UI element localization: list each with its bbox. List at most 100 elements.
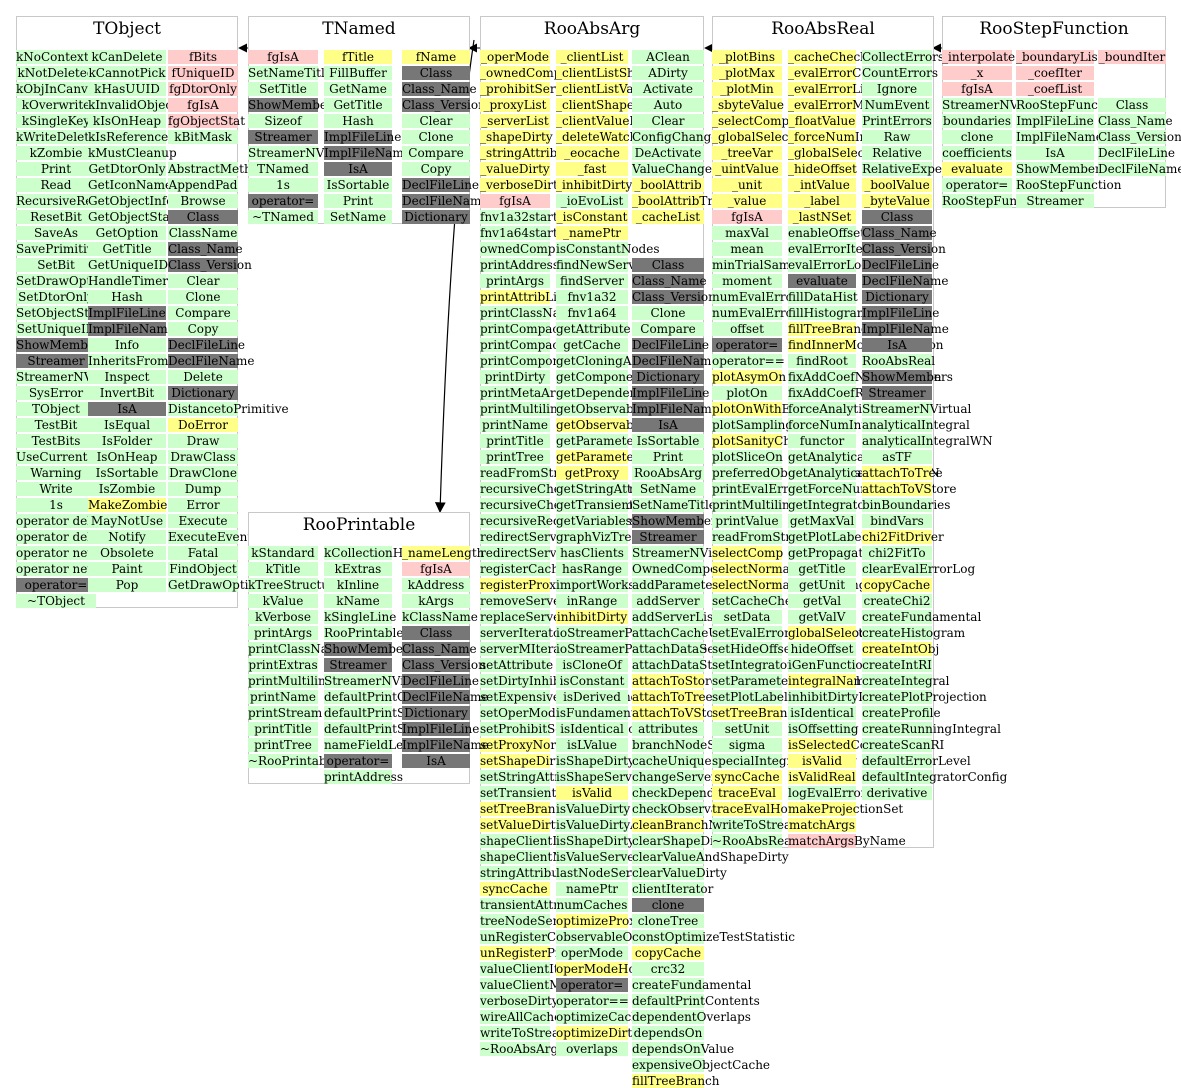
member-rooabsreal-0-43[interactable]: sigma — [712, 738, 782, 752]
member-rooabsarg-2-56[interactable]: copyCache — [632, 946, 704, 960]
member-tnamed-2-7[interactable]: Copy — [402, 162, 470, 176]
member-tobject-2-20[interactable]: Delete — [168, 370, 238, 384]
member-rooabsreal-0-33[interactable]: selectNormalizationRange — [712, 578, 873, 592]
member-rooabsreal-2-40[interactable]: createPlotProjection — [862, 690, 987, 704]
member-rooabsarg-1-18[interactable]: getCache — [556, 338, 628, 352]
member-rooabsreal-1-13[interactable]: evalErrorLoggingMode — [788, 258, 930, 272]
member-tnamed-2-6[interactable]: Compare — [402, 146, 470, 160]
member-rooabsarg-0-6[interactable]: _stringAttrib — [480, 146, 558, 160]
member-rooabsarg-0-43[interactable]: setProxyNormSet — [480, 738, 588, 752]
member-rooabsarg-2-19[interactable]: DeclFileName — [632, 354, 719, 368]
member-roostepfunction-2-6[interactable]: DeclFileLine — [1098, 146, 1176, 160]
member-tobject-2-9[interactable]: Browse — [168, 194, 238, 208]
member-rooabsreal-1-43[interactable]: isSelectedComp — [788, 738, 887, 752]
member-rooabsarg-0-5[interactable]: _shapeDirty — [480, 130, 553, 144]
member-rooabsarg-1-37[interactable]: ioStreamerPass2Finalize — [556, 642, 707, 656]
member-rooabsarg-0-42[interactable]: setProhibitServerRedirect — [480, 722, 640, 736]
member-roostepfunction-1-6[interactable]: IsA — [1016, 146, 1094, 160]
member-rooabsarg-1-61[interactable]: optimizeDirtyHook — [556, 1026, 672, 1040]
member-rooabsarg-0-36[interactable]: serverIterator — [480, 626, 566, 640]
member-rooabsreal-0-45[interactable]: syncCache — [712, 770, 782, 784]
member-tobject-1-4[interactable]: kIsOnHeap — [88, 114, 166, 128]
member-rooabsarg-2-52[interactable]: clientIterator — [632, 882, 714, 896]
member-rooabsreal-0-17[interactable]: offset — [712, 322, 782, 336]
member-tobject-1-14[interactable]: HandleTimer — [88, 274, 169, 288]
member-rooprintable-2-4[interactable]: kClassName — [402, 610, 478, 624]
member-tobject-2-5[interactable]: kBitMask — [168, 130, 238, 144]
member-rooabsarg-0-33[interactable]: registerProxy — [480, 578, 563, 592]
member-rooabsreal-0-6[interactable]: _treeVar — [712, 146, 782, 160]
member-rooabsarg-2-6[interactable]: DeActivate — [632, 146, 704, 160]
member-rooprintable-0-4[interactable]: kVerbose — [248, 610, 318, 624]
member-tobject-1-21[interactable]: InvertBit — [88, 386, 166, 400]
member-rooabsreal-2-29[interactable]: bindVars — [862, 514, 932, 528]
member-rooabsarg-2-7[interactable]: ValueChange — [632, 162, 712, 176]
member-rooabsarg-1-48[interactable]: isValueDirtyAndClear — [556, 818, 688, 832]
member-tobject-2-18[interactable]: DeclFileLine — [168, 338, 246, 352]
member-rooabsreal-0-36[interactable]: setEvalErrorLoggingMode — [712, 626, 874, 640]
member-rooabsreal-0-44[interactable]: specialIntegratorConfig — [712, 754, 857, 768]
member-tobject-0-21[interactable]: SysError — [16, 386, 96, 400]
member-rooabsreal-1-14[interactable]: evaluate — [788, 274, 856, 288]
member-tobject-1-30[interactable]: Notify — [88, 530, 166, 544]
member-rooabsarg-1-7[interactable]: _fast — [556, 162, 628, 176]
member-rooabsarg-2-29[interactable]: ShowMembers — [632, 514, 723, 528]
member-rooabsarg-0-30[interactable]: redirectServers — [480, 530, 576, 544]
member-rooabsreal-1-8[interactable]: _intValue — [788, 178, 856, 192]
member-rooabsreal-0-9[interactable]: _value — [712, 194, 782, 208]
member-rooabsarg-1-1[interactable]: _clientListShape — [556, 66, 657, 80]
member-rooabsarg-1-40[interactable]: isDerived — [556, 690, 628, 704]
member-rooabsreal-1-17[interactable]: fillTreeBranch — [788, 322, 876, 336]
member-rooprintable-0-2[interactable]: kTreeStructure — [248, 578, 342, 592]
member-rooabsreal-2-24[interactable]: analyticalIntegralWN — [862, 434, 993, 448]
member-tobject-0-18[interactable]: ShowMembers — [16, 338, 107, 352]
member-tnamed-1-8[interactable]: IsSortable — [324, 178, 392, 192]
member-rooabsarg-1-17[interactable]: getAttribute — [556, 322, 631, 336]
member-rooabsarg-2-28[interactable]: SetNameTitle — [632, 498, 716, 512]
member-rooabsreal-2-25[interactable]: asTF — [862, 450, 932, 464]
member-rooabsreal-0-16[interactable]: numEvalErrors — [712, 306, 805, 320]
member-rooabsreal-2-34[interactable]: createChi2 — [862, 594, 932, 608]
member-rooprintable-0-11[interactable]: printTitle — [248, 722, 318, 736]
member-rooabsarg-0-13[interactable]: printAddress — [480, 258, 559, 272]
member-rooabsarg-1-19[interactable]: getCloningAncestors — [556, 354, 684, 368]
member-rooabsarg-2-55[interactable]: constOptimizeTestStatistic — [632, 930, 796, 944]
member-roostepfunction-2-0[interactable]: _boundIter — [1098, 50, 1166, 64]
member-rooabsarg-1-56[interactable]: operMode — [556, 946, 628, 960]
member-tnamed-1-9[interactable]: Print — [324, 194, 392, 208]
member-rooprintable-0-9[interactable]: printName — [248, 690, 318, 704]
member-rooabsreal-1-29[interactable]: getMaxVal — [788, 514, 856, 528]
member-roostepfunction-0-2[interactable]: fgIsA — [942, 82, 1012, 96]
member-tobject-1-9[interactable]: GetObjectInfo — [88, 194, 174, 208]
member-rooabsarg-1-15[interactable]: fnv1a32 — [556, 290, 628, 304]
member-rooabsreal-2-13[interactable]: DeclFileLine — [862, 258, 940, 272]
member-rooabsreal-2-42[interactable]: createRunningIntegral — [862, 722, 1001, 736]
member-tnamed-2-5[interactable]: Clone — [402, 130, 470, 144]
member-rooabsreal-2-17[interactable]: ImplFileName — [862, 322, 949, 336]
member-rooabsreal-2-26[interactable]: attachToTree — [862, 466, 943, 480]
member-tobject-1-29[interactable]: MayNotUse — [88, 514, 166, 528]
member-tobject-0-25[interactable]: UseCurrentStyle — [16, 450, 119, 464]
member-rooabsarg-0-29[interactable]: recursiveRedirectServers — [480, 514, 636, 528]
member-rooabsreal-0-7[interactable]: _uintValue — [712, 162, 782, 176]
member-rooabsarg-1-30[interactable]: graphVizTree — [556, 530, 639, 544]
member-rooabsarg-1-24[interactable]: getParameters — [556, 434, 646, 448]
member-rooabsarg-0-37[interactable]: serverMIterator — [480, 642, 579, 656]
member-tobject-1-32[interactable]: Paint — [88, 562, 166, 576]
member-roostepfunction-1-9[interactable]: Streamer — [1016, 194, 1094, 208]
member-rooabsreal-2-43[interactable]: createScanRI — [862, 738, 945, 752]
member-rooprintable-1-1[interactable]: kExtras — [324, 562, 392, 576]
member-rooprintable-0-3[interactable]: kValue — [248, 594, 318, 608]
member-rooabsreal-2-23[interactable]: analyticalIntegral — [862, 418, 970, 432]
member-rooabsreal-2-33[interactable]: copyCache — [862, 578, 932, 592]
member-rooprintable-2-8[interactable]: DeclFileLine — [402, 674, 480, 688]
member-rooprintable-1-8[interactable]: StreamerNVirtual — [324, 674, 434, 688]
member-rooabsarg-2-54[interactable]: cloneTree — [632, 914, 704, 928]
member-rooabsarg-1-34[interactable]: inRange — [556, 594, 628, 608]
member-rooprintable-2-2[interactable]: kAddress — [402, 578, 470, 592]
member-rooabsarg-2-20[interactable]: Dictionary — [632, 370, 704, 384]
member-rooabsreal-2-14[interactable]: DeclFileName — [862, 274, 949, 288]
member-rooabsreal-0-21[interactable]: plotOn — [712, 386, 782, 400]
member-rooabsarg-1-25[interactable]: getParametersHook — [556, 450, 678, 464]
member-tnamed-0-7[interactable]: TNamed — [248, 162, 318, 176]
